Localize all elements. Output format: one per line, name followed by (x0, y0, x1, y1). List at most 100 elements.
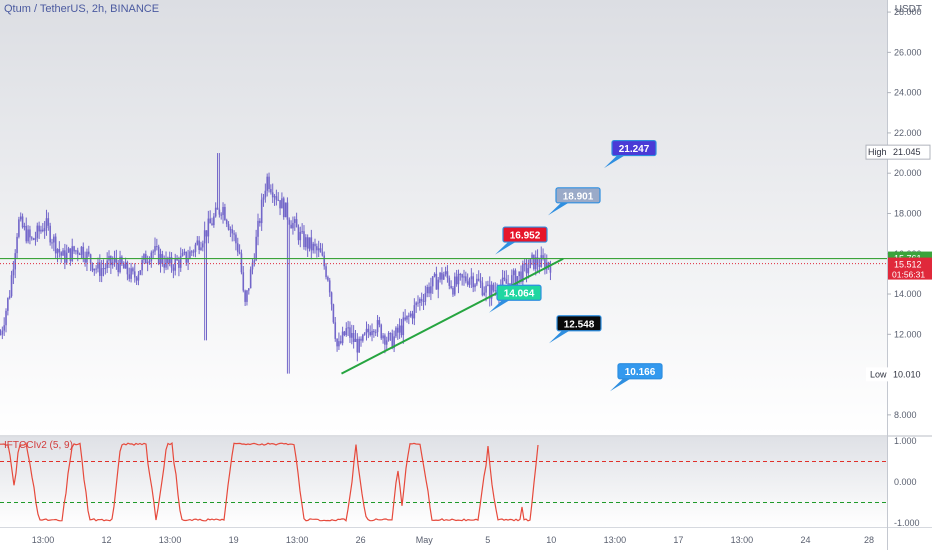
last-price-tag-value: 15.512 (894, 260, 922, 270)
candle-body (406, 315, 408, 320)
candle-body (459, 273, 462, 275)
candle-body (389, 333, 392, 335)
candle-body (301, 231, 303, 233)
target-callout[interactable] (611, 139, 657, 157)
candle-body (385, 340, 388, 345)
price-tick-label: 18.000 (894, 208, 922, 218)
candle-body (23, 225, 26, 228)
candle-body (25, 225, 28, 242)
target-callout-pointer (549, 329, 571, 344)
candle-body (516, 276, 519, 286)
candle-body (488, 284, 491, 299)
candle-body (534, 257, 537, 270)
candle-body (404, 317, 406, 320)
candle-body (452, 287, 454, 295)
candle-body (343, 331, 346, 336)
low-marker-label: Low (870, 369, 887, 379)
candle-body (19, 216, 22, 220)
candle-body (450, 285, 452, 288)
candle-body (529, 258, 532, 269)
candle-body (470, 276, 473, 280)
candle-body (295, 219, 298, 228)
candle-body (402, 317, 405, 336)
candle-body (299, 231, 302, 241)
candle-body (16, 236, 18, 254)
candle-body (45, 218, 48, 228)
candle-body (507, 283, 509, 285)
indicator-tick-label: -1.000 (894, 518, 920, 528)
candle-body (382, 335, 384, 339)
indicator-title[interactable]: IFTCCIv2 (5, 9) (4, 440, 73, 451)
target-callout-label: 14.064 (504, 289, 535, 300)
candle-body (523, 263, 526, 265)
candle-body (549, 266, 552, 273)
candle-body (67, 248, 70, 253)
candle-body (409, 313, 412, 317)
candle-body (468, 279, 471, 285)
target-callout[interactable] (556, 315, 602, 332)
target-callout[interactable] (555, 187, 601, 204)
candle-body (363, 333, 366, 335)
target-callout[interactable] (617, 363, 663, 380)
candle-body (511, 275, 513, 290)
candle-body (268, 176, 270, 190)
candle-body (251, 262, 254, 270)
candle-body (520, 271, 522, 283)
price-tick-label: 26.000 (894, 47, 922, 57)
candle-body (231, 229, 234, 234)
candle-body (236, 243, 239, 253)
candle-body (8, 296, 11, 299)
candle-body (428, 286, 430, 294)
indicator-line (0, 441, 539, 522)
candle-body (391, 333, 394, 349)
candle-body (56, 249, 59, 254)
candle-body (426, 286, 429, 294)
candle-body (194, 244, 197, 252)
candle-body (314, 243, 316, 247)
candle-body (156, 246, 158, 248)
candle-body (240, 253, 243, 273)
time-tick-label: 10 (546, 535, 556, 545)
support-trendline[interactable] (341, 257, 564, 375)
symbol-title[interactable]: Qtum / TetherUS, 2h, BINANCE (4, 3, 160, 15)
target-callout[interactable] (502, 226, 548, 243)
candle-body (266, 176, 268, 191)
candle-body (200, 247, 202, 250)
candle-body (176, 258, 178, 261)
candle-body (424, 293, 427, 302)
candle-body (152, 251, 154, 253)
candle-body (501, 277, 504, 287)
candle-body (211, 223, 213, 226)
candle-body (133, 271, 136, 278)
candle-body (179, 255, 182, 268)
candle-body (220, 214, 223, 216)
target-callout[interactable] (496, 284, 542, 301)
candle-body (430, 286, 432, 294)
candle-body (242, 272, 245, 291)
candle-body (146, 262, 149, 264)
candle-body (533, 254, 535, 270)
candle-body (40, 229, 42, 232)
candle-body (69, 248, 72, 261)
candle-body (334, 322, 337, 339)
time-tick-label: 19 (229, 535, 239, 545)
candle-body (305, 237, 307, 248)
candle-body (439, 272, 441, 280)
indicator-tick-label: 1.000 (894, 436, 917, 446)
candle-body (419, 298, 421, 304)
candle-body (420, 298, 423, 302)
candle-body (437, 279, 440, 290)
candle-body (183, 251, 186, 254)
candle-body (485, 285, 487, 293)
candle-body (216, 207, 219, 210)
candle-body (0, 334, 2, 336)
candle-body (71, 246, 74, 261)
candle-body (362, 334, 364, 341)
candle-body (538, 265, 541, 267)
candle-body (121, 256, 123, 265)
candle-body (167, 257, 169, 264)
candle-body (130, 268, 132, 279)
candle-body (42, 229, 44, 232)
candle-body (198, 240, 200, 250)
